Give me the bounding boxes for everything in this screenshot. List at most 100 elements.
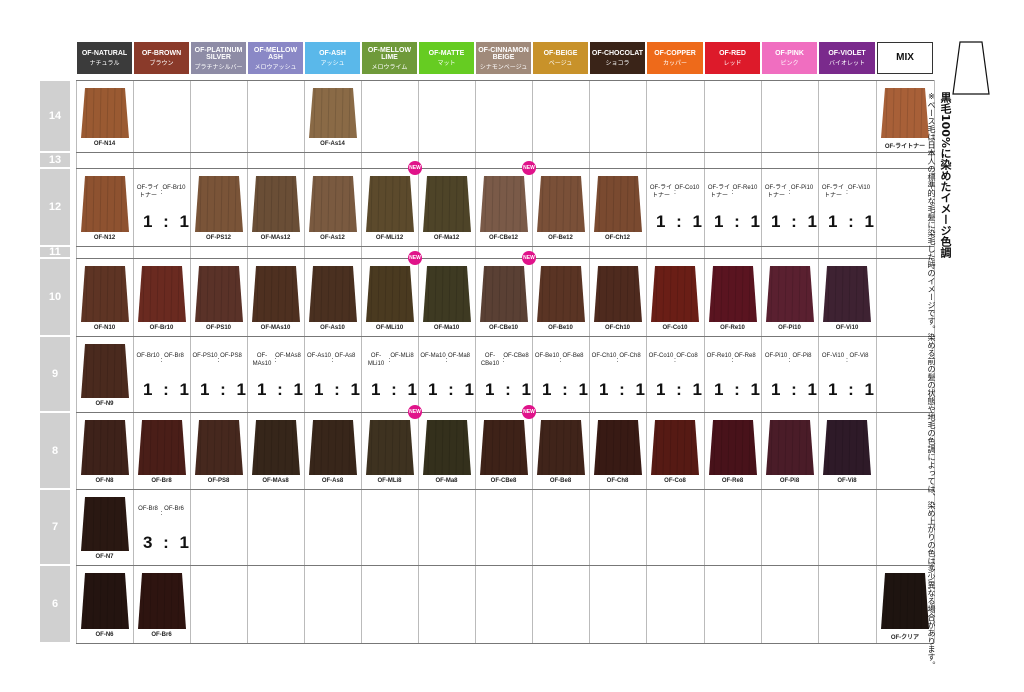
mix-separator: : xyxy=(160,510,163,517)
column-header: OF-CHOCOLAT ショコラ xyxy=(590,42,645,74)
grid-line-vertical xyxy=(475,80,476,643)
swatch-label: OF-PS10 xyxy=(205,325,232,331)
swatch-label: OF-MAs10 xyxy=(260,325,291,331)
hair-swatch xyxy=(194,266,243,322)
mix-ingredient: OF-Vi10 xyxy=(821,353,845,359)
column-header: OF-VIOLET バイオレット xyxy=(819,42,875,74)
grid-line-vertical xyxy=(418,80,419,643)
swatch-label: OF-MLi8 xyxy=(377,478,402,484)
swatch-label: OF-Ma8 xyxy=(435,478,458,484)
grid-line-horizontal xyxy=(76,336,934,337)
mix-ingredient: OF-MAs10 xyxy=(252,353,272,367)
mix-formula: OF-Co10 OF-Co8: 1 : 1 xyxy=(646,336,704,412)
hair-swatch xyxy=(308,420,357,475)
swatch-label: OF-ライトナー xyxy=(884,144,926,150)
swatch-label: OF-N9 xyxy=(95,401,114,407)
hair-swatch xyxy=(765,420,814,475)
swatch-label: OF-Be8 xyxy=(549,478,572,484)
column-header-en: OF-COPPER xyxy=(654,50,696,58)
mix-ingredient: OF-Co10 xyxy=(648,353,674,359)
hair-swatch xyxy=(422,176,471,232)
hair-swatch xyxy=(194,176,243,232)
column-header-en: OF-RED xyxy=(719,50,746,58)
swatch-label: OF-Br8 xyxy=(151,478,172,484)
new-badge: NEW xyxy=(522,405,536,419)
hair-swatch xyxy=(593,420,642,475)
swatch-label: OF-N8 xyxy=(95,478,114,484)
column-header-en: OF-BROWN xyxy=(141,50,182,58)
column-header-jp: アッシュ xyxy=(320,60,345,67)
column-header-jp: ベージュ xyxy=(548,60,573,67)
hair-swatch xyxy=(80,497,129,551)
column-header-en: OF-MELLOW LIME xyxy=(367,46,412,62)
mix-ingredient: OF-ライトナー xyxy=(649,185,673,199)
grid-line-vertical xyxy=(646,80,647,643)
mix-formula: OF-Vi10 OF-Vi8: 1 : 1 xyxy=(818,336,876,412)
grid-line-vertical xyxy=(190,80,191,643)
mix-separator: : xyxy=(388,357,391,364)
swatch-label: OF-クリア xyxy=(890,635,920,641)
hair-bundle-icon xyxy=(952,41,990,95)
column-header-jp: メロウアッシュ xyxy=(254,64,297,71)
hair-swatch xyxy=(823,420,871,475)
grid-line-vertical xyxy=(761,80,762,643)
level-label: 6 xyxy=(40,566,70,642)
mix-ratio: 1 : 1 xyxy=(828,380,878,399)
mix-ingredient: OF-Br8 xyxy=(164,353,184,359)
mix-ingredient: OF-ライトナー xyxy=(136,185,160,199)
column-header: OF-BROWN ブラウン xyxy=(134,42,189,74)
mix-formula: OF-Be10 OF-Be8: 1 : 1 xyxy=(532,336,589,412)
swatch-label: OF-As14 xyxy=(320,141,345,147)
grid-line-horizontal xyxy=(76,412,934,413)
mix-ingredient: OF-Pi10 xyxy=(790,185,814,191)
grid-line-horizontal xyxy=(76,489,934,490)
mix-formula: OF-MAs10 OF-MAs8: 1 : 1 xyxy=(247,336,304,412)
level-label: 12 xyxy=(40,169,70,245)
swatch-label: OF-N7 xyxy=(95,554,114,560)
level-label: 13 xyxy=(40,153,70,167)
mix-formula: OF-Ch10 OF-Ch8: 1 : 1 xyxy=(589,336,646,412)
mix-formula: OF-As10 OF-As8: 1 : 1 xyxy=(304,336,361,412)
swatch-label: OF-Be12 xyxy=(548,235,573,241)
mix-formula: OF-Ma10 OF-Ma8: 1 : 1 xyxy=(418,336,475,412)
mix-ratio: 1 : 1 xyxy=(599,380,649,399)
swatch-label: OF-As8 xyxy=(321,478,344,484)
note-title: 黒毛100%に染めたイメージ色調 xyxy=(939,92,952,258)
hair-swatch xyxy=(137,420,186,475)
mix-formula: OF-ライトナー OF-Co10: 1 : 1 xyxy=(646,168,704,246)
level-label: 10 xyxy=(40,259,70,335)
column-header-jp: マット xyxy=(437,60,456,67)
grid-line-horizontal xyxy=(76,246,934,247)
level-label: 9 xyxy=(40,337,70,411)
column-header-jp: ピンク xyxy=(780,60,799,67)
hair-swatch xyxy=(137,573,186,629)
mix-ingredient: OF-Br6 xyxy=(164,506,184,512)
mix-ingredient: OF-CBe8 xyxy=(503,353,529,359)
column-header: OF-BEIGE ベージュ xyxy=(533,42,588,74)
level-label: 7 xyxy=(40,490,70,564)
grid-line-vertical xyxy=(876,80,877,643)
hair-swatch xyxy=(823,266,871,322)
mix-ratio: 1 : 1 xyxy=(257,380,307,399)
mix-ratio: 1 : 1 xyxy=(143,380,193,399)
mix-ingredient: OF-Be10 xyxy=(534,353,560,359)
hair-swatch xyxy=(365,266,414,322)
swatch-label: OF-Br6 xyxy=(151,632,172,638)
mix-ratio: 1 : 1 xyxy=(485,380,535,399)
grid-line-vertical xyxy=(589,80,590,643)
mix-ingredient: OF-Pi10 xyxy=(764,353,788,359)
column-header-en: OF-MELLOW ASH xyxy=(253,46,298,62)
mix-formula: OF-ライトナー OF-Br10: 1 : 1 xyxy=(133,168,190,246)
note-block: 黒毛100%に染めたイメージ色調 ※ベース毛は日本人の標準的な毛髪に染毛した時の… xyxy=(926,92,953,669)
mix-separator: : xyxy=(731,357,734,364)
hair-swatch xyxy=(765,266,814,322)
column-header: OF-COPPER カッパー xyxy=(647,42,703,74)
mix-ingredient: OF-ライトナー xyxy=(821,185,845,199)
mix-ratio: 1 : 1 xyxy=(542,380,592,399)
mix-formula: OF-Br8 OF-Br6: 3 : 1 xyxy=(133,489,190,565)
swatch-label: OF-Br10 xyxy=(149,325,174,331)
mix-ingredient: OF-MLi8 xyxy=(390,353,414,359)
swatch-label: OF-CBe10 xyxy=(488,325,519,331)
mix-ratio: 1 : 1 xyxy=(714,212,764,231)
hair-swatch xyxy=(479,420,528,475)
